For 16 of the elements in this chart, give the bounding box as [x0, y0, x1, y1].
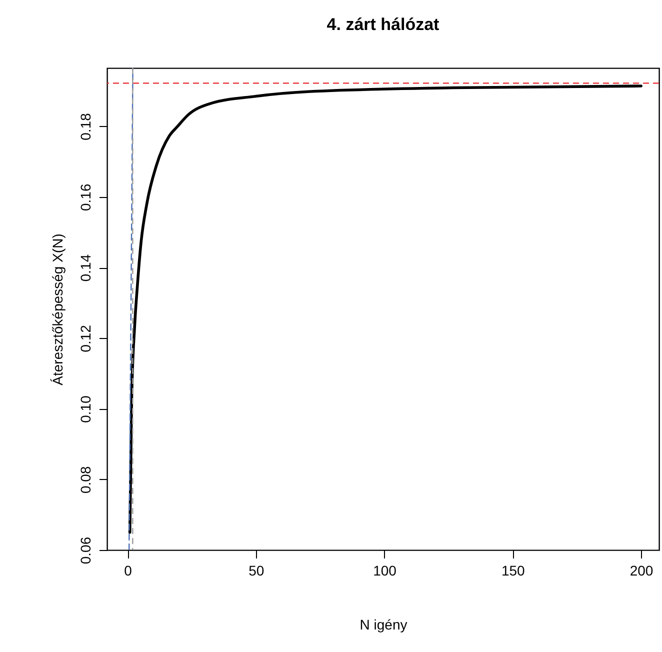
y-tick-label: 0.10	[78, 395, 94, 423]
x-tick-label: 150	[501, 562, 526, 578]
x-tick-label: 100	[373, 562, 397, 578]
chart-title: 4. zárt hálózat	[326, 15, 440, 34]
x-tick-label: 0	[124, 562, 132, 578]
y-tick-label: 0.08	[78, 466, 94, 494]
line-series	[128, 84, 642, 534]
y-tick-label: 0.16	[78, 184, 94, 212]
y-tick-label: 0.18	[78, 112, 94, 140]
x-axis-title: N igény	[360, 616, 408, 632]
x-tick-label: 50	[248, 562, 264, 578]
y-tick-label: 0.14	[78, 254, 94, 282]
y-tick-label: 0.06	[78, 536, 94, 564]
y-axis-title: Áteresztőképesség X(N)	[50, 234, 66, 386]
y-tick-label: 0.12	[78, 324, 94, 352]
x-tick-label: 200	[630, 562, 654, 578]
